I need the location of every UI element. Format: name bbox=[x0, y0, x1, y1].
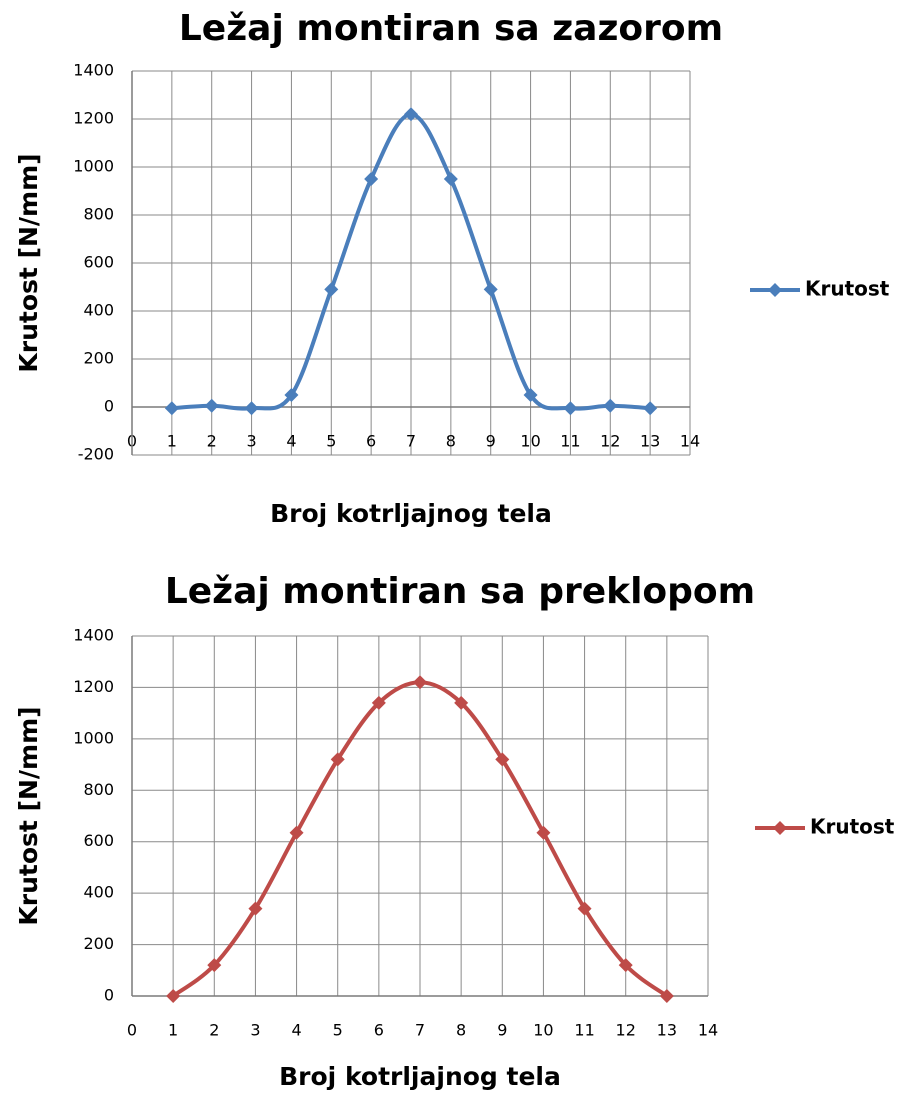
x-tick-label: 4 bbox=[286, 432, 296, 451]
marker bbox=[289, 825, 304, 840]
y-tick-label: 400 bbox=[83, 883, 114, 902]
marker bbox=[364, 172, 379, 186]
chart-title: Ležaj montiran sa preklopom bbox=[165, 571, 755, 612]
x-tick-label: 14 bbox=[698, 1021, 718, 1040]
marker bbox=[330, 752, 345, 767]
y-tick-label: 600 bbox=[83, 831, 114, 850]
marker bbox=[244, 401, 259, 416]
x-tick-label: 7 bbox=[415, 1021, 425, 1040]
y-tick-label: 1000 bbox=[73, 157, 114, 176]
marker bbox=[523, 388, 538, 402]
marker bbox=[404, 107, 418, 122]
y-tick-label: 600 bbox=[83, 253, 114, 272]
marker bbox=[659, 989, 674, 1003]
x-tick-label: 2 bbox=[207, 432, 217, 451]
marker bbox=[284, 388, 299, 402]
y-tick-label: 200 bbox=[83, 934, 114, 953]
marker bbox=[563, 401, 578, 416]
marker bbox=[603, 398, 618, 413]
x-tick-label: 8 bbox=[446, 432, 456, 451]
marker bbox=[618, 958, 633, 973]
y-tick-label: 0 bbox=[104, 397, 114, 416]
legend-label: Krutost bbox=[805, 277, 890, 301]
marker bbox=[164, 401, 179, 416]
x-tick-label: 8 bbox=[456, 1021, 466, 1040]
y-tick-label: 1400 bbox=[73, 626, 114, 645]
marker bbox=[577, 901, 592, 916]
x-tick-label: 7 bbox=[406, 432, 416, 451]
y-tick-label: 1200 bbox=[73, 677, 114, 696]
x-axis-label: Broj kotrljajnog tela bbox=[279, 1062, 561, 1091]
x-tick-label: 6 bbox=[374, 1021, 384, 1040]
x-tick-label: 13 bbox=[640, 432, 660, 451]
y-tick-label: 1200 bbox=[73, 109, 114, 128]
y-tick-label: 1000 bbox=[73, 728, 114, 747]
x-tick-label: 13 bbox=[657, 1021, 677, 1040]
x-tick-label: 1 bbox=[167, 432, 177, 451]
marker bbox=[207, 958, 222, 973]
x-tick-label: 9 bbox=[497, 1021, 507, 1040]
x-axis-label: Broj kotrljajnog tela bbox=[270, 499, 552, 528]
x-tick-label: 12 bbox=[600, 432, 620, 451]
marker bbox=[324, 282, 339, 297]
marker bbox=[495, 752, 510, 767]
x-tick-label: 6 bbox=[366, 432, 376, 451]
y-tick-label: 0 bbox=[104, 986, 114, 1005]
x-tick-label: 2 bbox=[209, 1021, 219, 1040]
marker bbox=[454, 695, 469, 710]
marker bbox=[371, 695, 386, 710]
x-tick-label: 11 bbox=[574, 1021, 594, 1040]
legend-label: Krutost bbox=[810, 815, 895, 839]
marker bbox=[248, 901, 263, 916]
y-tick-label: 800 bbox=[83, 205, 114, 224]
x-tick-label: 5 bbox=[333, 1021, 343, 1040]
legend-marker bbox=[773, 821, 787, 835]
x-tick-label: 3 bbox=[246, 432, 256, 451]
marker bbox=[643, 401, 658, 416]
y-tick-label: 400 bbox=[83, 301, 114, 320]
x-tick-label: 11 bbox=[560, 432, 580, 451]
marker bbox=[204, 398, 219, 413]
y-tick-label: 800 bbox=[83, 780, 114, 799]
x-tick-label: 0 bbox=[127, 1021, 137, 1040]
x-tick-label: 14 bbox=[680, 432, 700, 451]
y-tick-label: 1400 bbox=[73, 61, 114, 80]
marker bbox=[166, 989, 181, 1003]
x-tick-label: 3 bbox=[250, 1021, 260, 1040]
x-tick-label: 5 bbox=[326, 432, 336, 451]
x-tick-label: 10 bbox=[520, 432, 540, 451]
marker bbox=[443, 172, 458, 186]
x-tick-label: 1 bbox=[168, 1021, 178, 1040]
y-tick-label: -200 bbox=[78, 445, 114, 464]
x-tick-label: 12 bbox=[616, 1021, 636, 1040]
x-tick-label: 4 bbox=[291, 1021, 301, 1040]
y-axis-label: Krutost [N/mm] bbox=[14, 153, 43, 372]
marker bbox=[536, 825, 551, 840]
marker bbox=[483, 282, 498, 297]
y-tick-label: 200 bbox=[83, 349, 114, 368]
x-tick-label: 10 bbox=[533, 1021, 553, 1040]
marker bbox=[413, 675, 427, 690]
x-tick-label: 9 bbox=[486, 432, 496, 451]
legend-marker bbox=[768, 283, 782, 297]
y-axis-label: Krutost [N/mm] bbox=[14, 706, 43, 925]
chart-title: Ležaj montiran sa zazorom bbox=[179, 8, 723, 49]
